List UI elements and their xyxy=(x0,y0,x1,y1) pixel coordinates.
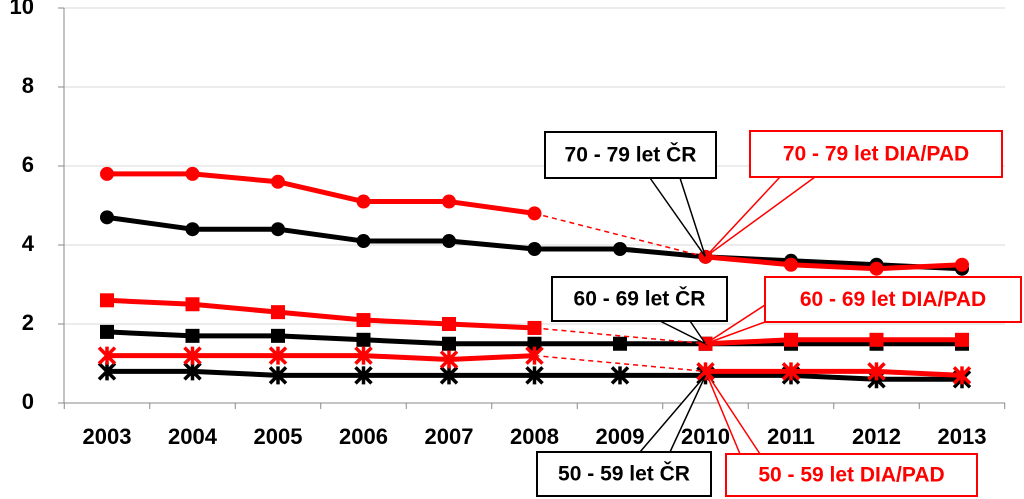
marker xyxy=(527,320,542,335)
legend-label: 70 - 79 let ČR xyxy=(565,143,697,167)
marker xyxy=(610,366,630,385)
marker xyxy=(356,332,371,347)
marker xyxy=(613,241,627,256)
marker xyxy=(869,332,884,347)
y-tick-label: 6 xyxy=(22,152,34,177)
marker xyxy=(869,261,884,276)
callout-box xyxy=(725,453,978,497)
x-tick-label: 2003 xyxy=(83,424,132,449)
marker xyxy=(356,234,371,249)
marker xyxy=(527,336,542,351)
marker xyxy=(525,346,544,365)
marker xyxy=(185,297,200,312)
legend-label: 50 - 59 let DIA/PAD xyxy=(758,464,944,487)
legend-label: 60 - 69 let ČR xyxy=(574,287,706,311)
marker xyxy=(271,305,285,320)
marker xyxy=(97,362,117,381)
x-tick-label: 2009 xyxy=(596,424,645,449)
marker xyxy=(100,210,114,225)
marker xyxy=(100,324,114,339)
series-line xyxy=(107,353,963,378)
marker xyxy=(784,332,798,347)
gap-connector xyxy=(534,212,706,258)
marker xyxy=(525,366,544,385)
marker xyxy=(185,328,200,343)
marker xyxy=(439,350,459,369)
marker xyxy=(867,362,886,381)
x-tick-label: 2011 xyxy=(767,424,815,449)
legend-label: 50 - 59 let ČR xyxy=(558,462,690,486)
marker xyxy=(442,317,456,331)
marker xyxy=(356,194,371,209)
x-tick-label: 2012 xyxy=(852,424,901,449)
callout-box xyxy=(764,276,1022,323)
callout-box xyxy=(749,130,1003,178)
marker xyxy=(183,362,202,381)
marker xyxy=(527,206,542,221)
marker xyxy=(955,257,969,272)
marker xyxy=(185,166,200,181)
callout-pointer xyxy=(704,176,816,258)
callout-pointer xyxy=(705,304,766,345)
marker xyxy=(271,174,285,189)
marker xyxy=(952,366,972,385)
marker xyxy=(442,234,456,249)
y-tick-label: 2 xyxy=(22,310,34,335)
callout-box xyxy=(551,276,728,322)
marker xyxy=(354,366,373,385)
series-line xyxy=(107,171,963,272)
marker xyxy=(268,346,288,365)
marker xyxy=(527,241,542,256)
y-tick-label: 8 xyxy=(22,73,34,98)
marker xyxy=(442,194,456,209)
y-tick-label: 0 xyxy=(22,389,34,414)
marker xyxy=(781,362,801,381)
y-tick-label: 4 xyxy=(22,231,35,256)
gap-connector xyxy=(534,354,706,373)
marker xyxy=(100,293,114,308)
x-tick-label: 2004 xyxy=(168,424,218,449)
marker xyxy=(268,366,288,385)
y-tick-label: 10 xyxy=(10,0,34,19)
marker xyxy=(356,313,371,328)
marker xyxy=(442,336,456,351)
x-tick-label: 2010 xyxy=(681,424,730,449)
legend-label: 60 - 69 let DIA/PAD xyxy=(800,288,986,311)
series-line xyxy=(106,297,962,347)
marker xyxy=(955,332,969,347)
x-tick-label: 2006 xyxy=(339,424,388,449)
marker xyxy=(784,257,798,272)
x-tick-label: 2007 xyxy=(425,424,474,449)
callout-box xyxy=(536,451,712,497)
marker xyxy=(271,222,285,237)
x-tick-label: 2005 xyxy=(254,424,303,449)
marker xyxy=(185,222,200,237)
x-tick-label: 2008 xyxy=(510,424,559,449)
marker xyxy=(439,366,459,385)
callout-box xyxy=(544,131,717,179)
callout-pointer xyxy=(704,370,761,455)
x-tick-label: 2013 xyxy=(938,424,987,449)
marker xyxy=(354,346,373,365)
marker xyxy=(97,346,117,365)
marker xyxy=(183,346,202,365)
marker xyxy=(271,328,285,343)
legend-label: 70 - 79 let DIA/PAD xyxy=(783,143,969,166)
callout-pointer xyxy=(639,374,707,453)
gap-connector xyxy=(534,327,706,345)
marker xyxy=(613,336,627,351)
marker xyxy=(100,166,114,181)
